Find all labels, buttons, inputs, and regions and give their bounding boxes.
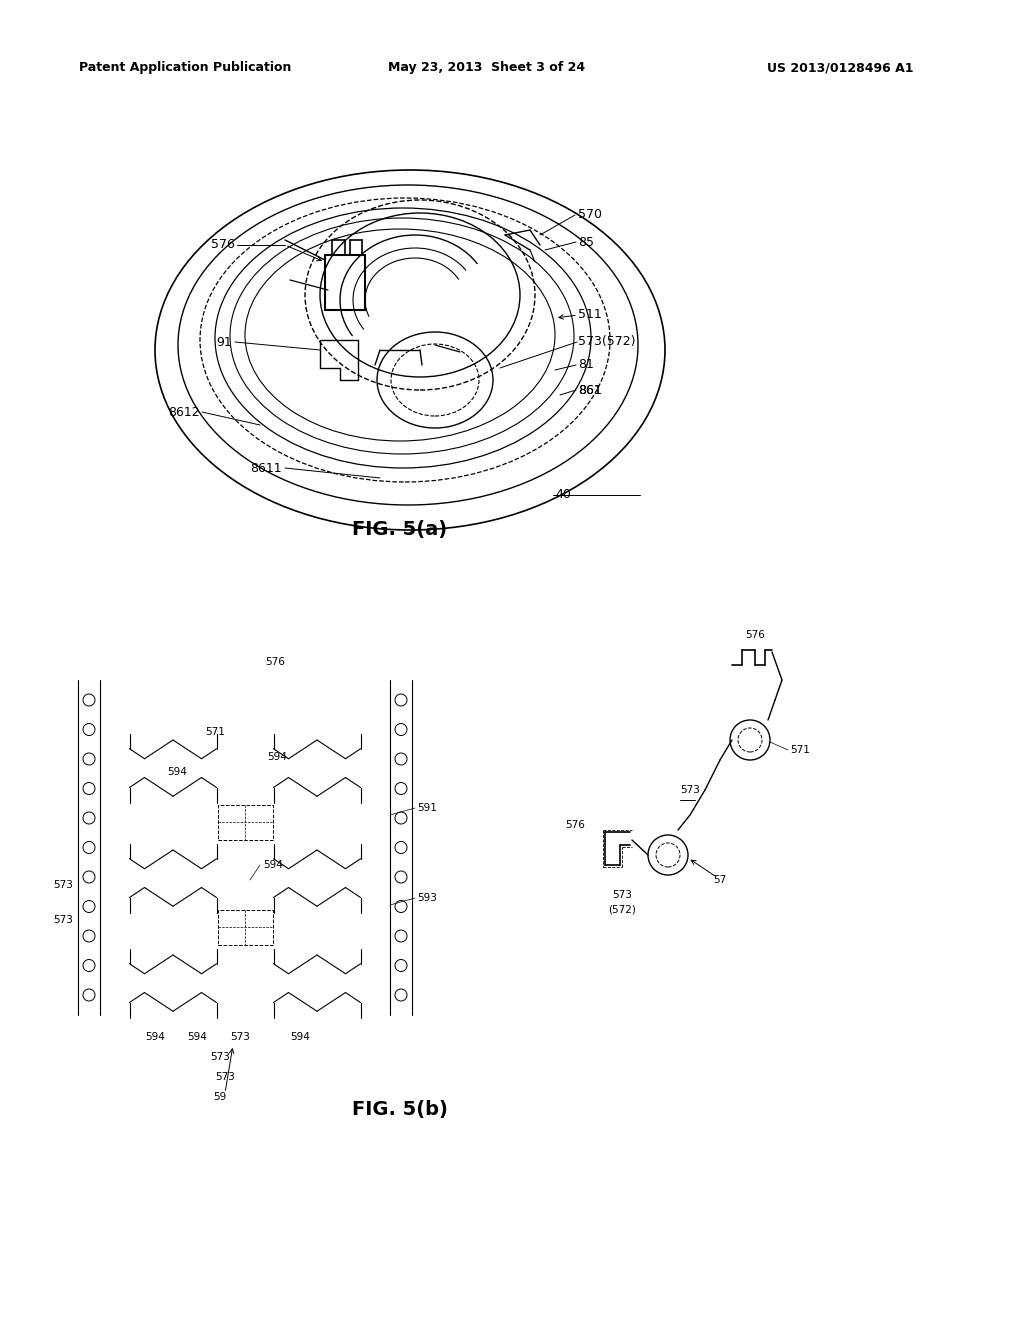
Bar bbox=[218, 805, 273, 840]
Text: 573(572): 573(572) bbox=[578, 335, 636, 348]
Text: FIG. 5(a): FIG. 5(a) bbox=[352, 520, 447, 540]
Text: 594: 594 bbox=[187, 1032, 207, 1041]
Text: May 23, 2013  Sheet 3 of 24: May 23, 2013 Sheet 3 of 24 bbox=[388, 62, 586, 74]
Text: 576: 576 bbox=[211, 239, 234, 252]
Text: FIG. 5(b): FIG. 5(b) bbox=[352, 1101, 447, 1119]
Text: 8612: 8612 bbox=[168, 405, 200, 418]
Text: 594: 594 bbox=[290, 1032, 310, 1041]
Text: 573: 573 bbox=[230, 1032, 250, 1041]
Text: 571: 571 bbox=[790, 744, 810, 755]
Text: 511: 511 bbox=[578, 309, 602, 322]
Text: 91: 91 bbox=[216, 335, 232, 348]
Text: US 2013/0128496 A1: US 2013/0128496 A1 bbox=[767, 62, 913, 74]
Text: 576: 576 bbox=[745, 630, 765, 640]
Text: (572): (572) bbox=[608, 906, 636, 915]
Text: 85: 85 bbox=[578, 235, 594, 248]
Bar bbox=[218, 909, 273, 945]
Text: Patent Application Publication: Patent Application Publication bbox=[79, 62, 291, 74]
Text: 570: 570 bbox=[578, 209, 602, 222]
Text: 594: 594 bbox=[263, 861, 283, 870]
Text: 573: 573 bbox=[680, 785, 700, 795]
Text: 576: 576 bbox=[565, 820, 585, 830]
Text: 573: 573 bbox=[53, 915, 73, 925]
Text: 573: 573 bbox=[53, 880, 73, 890]
Text: 8611: 8611 bbox=[251, 462, 282, 474]
Text: 594: 594 bbox=[145, 1032, 165, 1041]
Text: 571: 571 bbox=[205, 727, 225, 737]
Text: 861: 861 bbox=[578, 384, 602, 396]
Text: 40: 40 bbox=[555, 488, 570, 502]
Text: 573: 573 bbox=[612, 890, 632, 900]
Text: 573: 573 bbox=[215, 1072, 234, 1082]
Text: 57: 57 bbox=[714, 875, 727, 884]
Text: 591: 591 bbox=[417, 803, 437, 813]
Text: 59: 59 bbox=[213, 1092, 226, 1102]
Text: 594: 594 bbox=[167, 767, 187, 777]
Text: 861: 861 bbox=[578, 384, 602, 396]
Text: 593: 593 bbox=[417, 894, 437, 903]
Text: 573: 573 bbox=[210, 1052, 230, 1063]
Text: 594: 594 bbox=[267, 752, 287, 762]
Text: 81: 81 bbox=[578, 359, 594, 371]
Text: 576: 576 bbox=[265, 657, 285, 667]
